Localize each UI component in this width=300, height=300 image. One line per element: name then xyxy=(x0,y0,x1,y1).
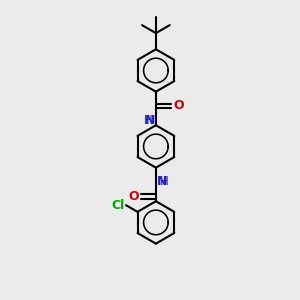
Text: H: H xyxy=(144,114,152,127)
Text: Cl: Cl xyxy=(111,199,124,212)
Text: O: O xyxy=(128,190,139,203)
Text: O: O xyxy=(173,99,184,112)
Text: H: H xyxy=(159,175,168,188)
Text: N: N xyxy=(145,114,155,127)
Text: N: N xyxy=(157,175,167,188)
